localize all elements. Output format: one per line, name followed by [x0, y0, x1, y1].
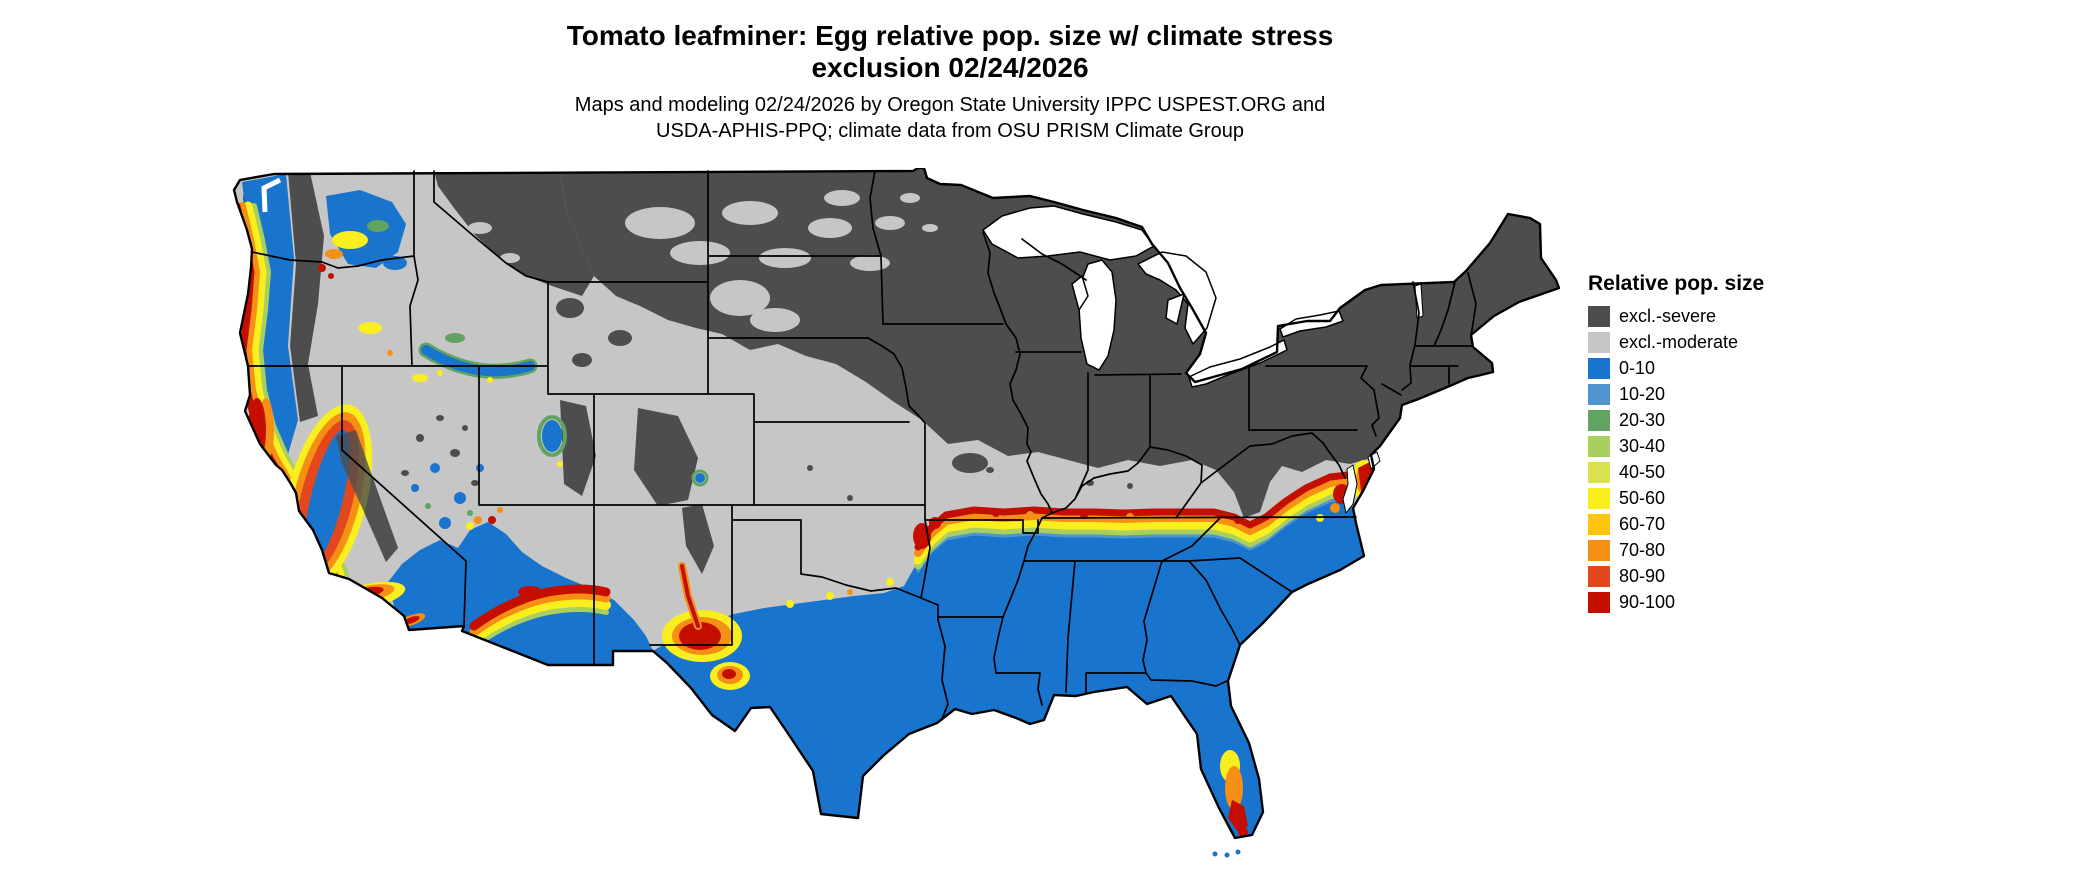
- legend-swatch: [1588, 488, 1610, 509]
- legend-swatch: [1588, 436, 1610, 457]
- map-region-sierra: [336, 430, 398, 562]
- lake-huron: [1137, 251, 1217, 345]
- legend-swatch: [1588, 540, 1610, 561]
- map-patch-west-texas: [710, 578, 894, 690]
- legend-item: 70-80: [1588, 540, 1764, 561]
- title-line-2: exclusion 02/24/2026: [811, 52, 1089, 84]
- legend-item: 50-60: [1588, 488, 1764, 509]
- legend-item: 80-90: [1588, 566, 1764, 587]
- legend-title: Relative pop. size: [1588, 272, 1765, 295]
- great-lakes: [982, 205, 1424, 514]
- subtitle-line-2: USDA-APHIS-PPQ; climate data from OSU PR…: [656, 120, 1244, 142]
- puget-sound: [261, 177, 282, 213]
- legend-label: 50-60: [1619, 488, 1666, 508]
- subtitle-line-1: Maps and modeling 02/24/2026 by Oregon S…: [574, 94, 1326, 116]
- legend-swatch: [1588, 566, 1610, 587]
- state-boundaries: [247, 170, 1477, 720]
- figure-subtitle: Maps and modeling 02/24/2026 by Oregon S…: [0, 92, 1900, 144]
- legend-item: 0-10: [1588, 358, 1764, 379]
- legend-item: 10-20: [1588, 384, 1764, 405]
- legend-item: excl.-moderate: [1588, 332, 1764, 353]
- map-patch-norcal-coast: [248, 398, 274, 462]
- legend-label: excl.-moderate: [1619, 332, 1739, 352]
- legend-item: 30-40: [1588, 436, 1764, 457]
- chesapeake-bay: [1342, 464, 1358, 514]
- page-title: Tomato leafminer: Egg relative pop. size…: [0, 20, 1900, 84]
- legend-item: 90-100: [1588, 592, 1764, 613]
- map-texture-moderate-patches: [468, 190, 938, 332]
- us-map-svg: [232, 166, 1561, 858]
- legend-label: 10-20: [1619, 384, 1666, 404]
- legend-label: 0-10: [1619, 358, 1656, 378]
- legend-swatch: [1588, 358, 1610, 379]
- legend-label: 80-90: [1619, 566, 1666, 586]
- legend-label: excl.-severe: [1619, 306, 1717, 326]
- lake-champlain: [1414, 283, 1424, 319]
- green-bay: [1071, 275, 1089, 311]
- legend-swatch: [1588, 462, 1610, 483]
- legend-label: 40-50: [1619, 462, 1666, 482]
- legend-swatch: [1588, 384, 1610, 405]
- lake-erie: [1188, 339, 1288, 388]
- map-transition-stripe-arizona: [469, 584, 611, 649]
- florida-keys: [1212, 849, 1241, 858]
- legend-item: excl.-severe: [1588, 306, 1764, 327]
- legend-swatch: [1588, 332, 1610, 353]
- legend-item: 60-70: [1588, 514, 1764, 535]
- legend-label: 60-70: [1619, 514, 1666, 534]
- us-map: [230, 166, 1561, 860]
- legend-item: 20-30: [1588, 410, 1764, 431]
- legend-swatch: [1588, 592, 1610, 613]
- us-outline: [232, 166, 1561, 840]
- map-patches-inland-northwest: [318, 220, 538, 383]
- legend-label: 70-80: [1619, 540, 1666, 560]
- legend-label: 20-30: [1619, 410, 1666, 430]
- title-line-1: Tomato leafminer: Egg relative pop. size…: [566, 20, 1334, 51]
- map-transition-stripe-east: [913, 471, 1353, 573]
- lake-ontario: [1279, 310, 1344, 338]
- legend: Relative pop. size excl.-severe excl.-mod…: [1588, 272, 1764, 618]
- legend-label: 30-40: [1619, 436, 1666, 456]
- legend-items: excl.-severe excl.-moderate 0-10 10-20 20-30…: [1588, 306, 1764, 613]
- lake-superior: [982, 205, 1155, 261]
- map-patches-great-basin: [411, 415, 709, 530]
- legend-item: 40-50: [1588, 462, 1764, 483]
- legend-swatch: [1588, 410, 1610, 431]
- legend-swatch: [1588, 306, 1610, 327]
- saginaw-bay: [1165, 293, 1185, 325]
- legend-swatch: [1588, 514, 1610, 535]
- legend-label: 90-100: [1619, 592, 1676, 612]
